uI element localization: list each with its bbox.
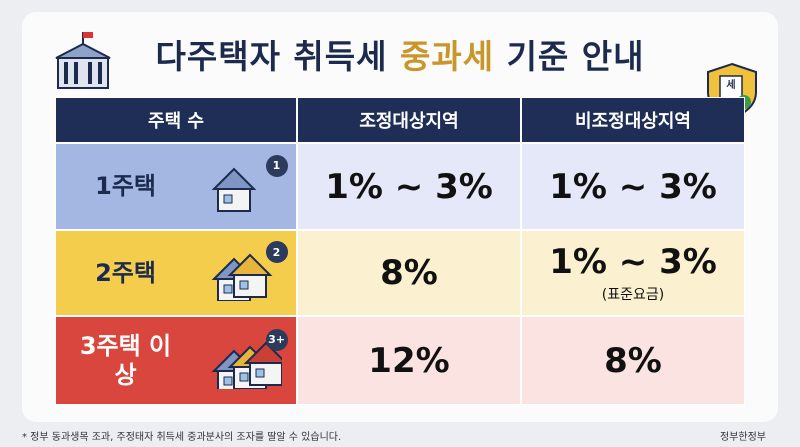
header-cell: 비조정대상지역 [521, 97, 745, 143]
header-cell: 주택 수 [55, 97, 297, 143]
value: 8% [380, 253, 438, 293]
value: 1% ~ 3% [549, 166, 717, 207]
value: 1% ~ 3% [325, 166, 493, 207]
house-icon [211, 341, 288, 394]
row-label: 3주택 이상 [79, 331, 172, 389]
title-part: 기준 안내 [494, 37, 645, 76]
row-label-cell: 2주택 2 [55, 230, 297, 316]
house-icon [211, 253, 272, 302]
header-text: 비조정대상지역 [575, 111, 691, 132]
footnote: * 정부 동과생목 조과, 주정태자 취득세 중과분사의 조자를 딸알 수 있습… [22, 432, 342, 443]
badge: 2 [265, 241, 288, 263]
title-highlight: 중과세 [399, 37, 495, 76]
house-wrap: 2 [210, 241, 288, 305]
row-label-cell: 1주택 1 [55, 143, 297, 230]
value-cell: 1% ~ 3% (표준요금) [521, 230, 745, 316]
header-text: 주택 수 [148, 111, 204, 132]
title-part: 다주택자 취득세 [155, 37, 400, 76]
header-cell: 조정대상지역 [297, 97, 521, 143]
value: 12% [368, 340, 450, 381]
house-wrap: 3+ [210, 328, 288, 394]
value: 8% [604, 340, 662, 381]
row-label-cell: 3주택 이상 3+ [55, 316, 297, 405]
value-cell: 8% [521, 316, 745, 405]
badge: 3+ [265, 328, 288, 351]
house-wrap: 1 [210, 154, 288, 219]
header-text: 조정대상지역 [359, 111, 459, 132]
value-cell: 1% ~ 3% [521, 143, 745, 230]
value-cell: 8% [297, 230, 521, 316]
value-note: (표준요금) [601, 287, 665, 303]
logo: 정부한정부 [720, 432, 766, 443]
row-label: 1주택 [95, 172, 156, 201]
icon-text: 세 [726, 78, 735, 91]
value-cell: 12% [297, 316, 521, 405]
title: 다주택자 취득세 중과세 기준 안내 [0, 30, 800, 78]
value: 1% ~ 3% [549, 242, 717, 282]
row-label: 2주택 [95, 258, 156, 287]
building-icon [55, 32, 111, 89]
badge: 1 [265, 154, 288, 177]
house-icon [211, 167, 256, 212]
value-cell: 1% ~ 3% [297, 143, 521, 230]
